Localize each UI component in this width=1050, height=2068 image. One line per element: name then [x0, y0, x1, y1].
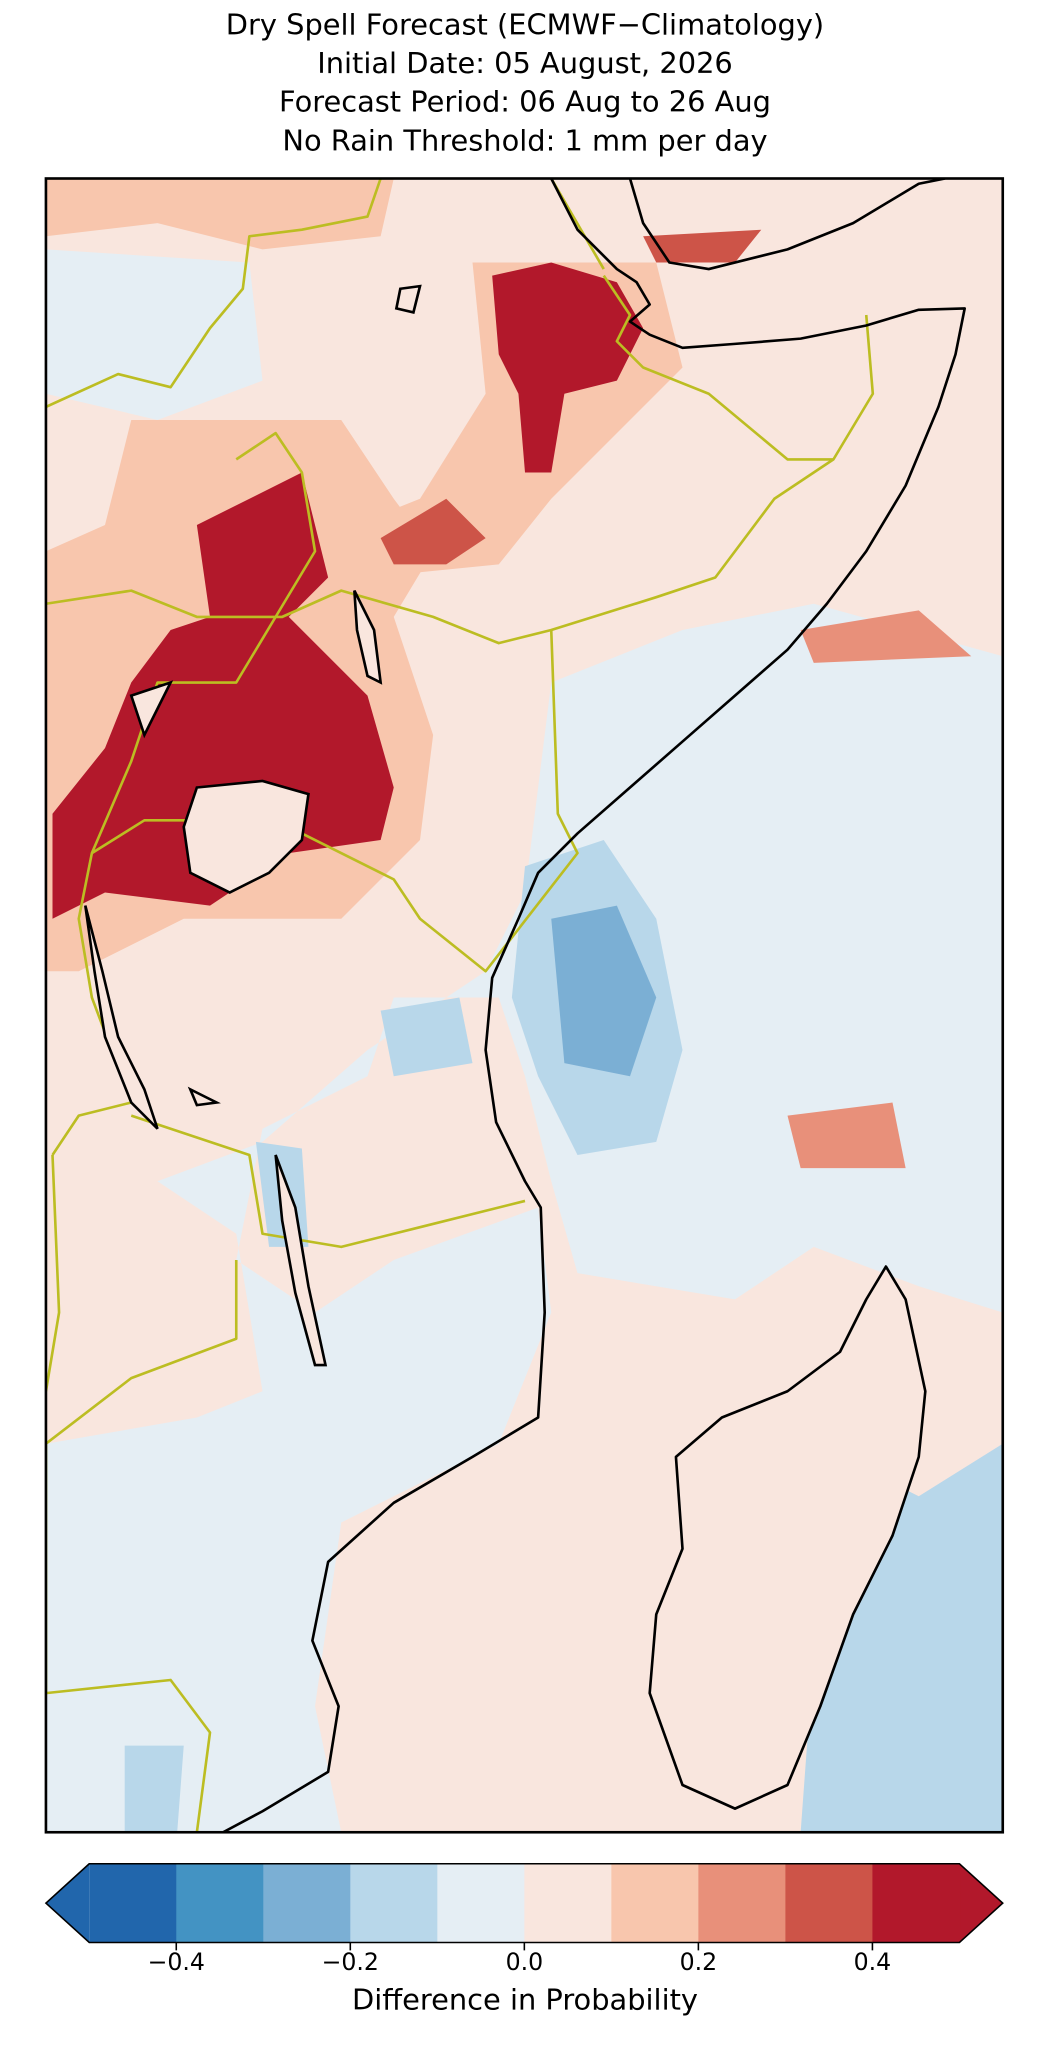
map-frame — [44, 177, 1005, 1834]
coastline — [628, 178, 946, 271]
title-line: Forecast Period: 06 Aug to 26 Aug — [279, 85, 771, 119]
border — [45, 178, 382, 409]
coastline — [648, 1265, 927, 1810]
title-line: Initial Date: 05 August, 2026 — [317, 46, 733, 80]
anomaly-region — [380, 997, 473, 1077]
anomaly-region — [787, 1102, 906, 1169]
colorbar-segment — [785, 1863, 874, 1943]
anomaly-region — [45, 178, 394, 250]
anomaly-region — [492, 262, 644, 473]
colorbar: −0.4 −0.2 0.0 0.2 0.4 Difference in Probabili… — [44, 1862, 1004, 2017]
colorbar-tick-label: 0.4 — [854, 1948, 892, 1976]
anomaly-region — [124, 1745, 184, 1833]
anomaly-region — [643, 229, 762, 263]
colorbar-extend-min — [45, 1863, 90, 1943]
colorbar-outline — [44, 1862, 1004, 1944]
anomaly-region — [45, 603, 1003, 1833]
anomaly-region — [380, 498, 486, 565]
colorbar-segment — [524, 1863, 613, 1943]
colorbar-segment — [263, 1863, 351, 1943]
anomaly-region — [45, 249, 263, 421]
anomaly-region — [800, 610, 972, 663]
colorbar-segment — [176, 1863, 264, 1943]
colorbar-segment — [611, 1863, 700, 1943]
colorbar-tick-label: −0.4 — [148, 1948, 205, 1976]
anomaly-region — [52, 472, 394, 919]
title-line: Dry Spell Forecast (ECMWF−Climatology) — [226, 7, 824, 41]
colorbar-segment — [698, 1863, 787, 1943]
anomaly-region — [649, 1266, 926, 1809]
title-block: Dry Spell Forecast (ECMWF−Climatology) In… — [226, 7, 824, 157]
lake — [187, 1086, 221, 1107]
title-line: No Rain Threshold: 1 mm per day — [282, 123, 767, 157]
colorbar-tick-label: 0.2 — [680, 1948, 718, 1976]
colorbar-segment — [89, 1863, 177, 1943]
lake — [182, 779, 310, 894]
coastline — [222, 178, 966, 1833]
colorbar-segment — [350, 1863, 438, 1943]
lake — [353, 590, 383, 685]
lake — [394, 284, 422, 314]
border — [45, 314, 875, 645]
colorbar-label: Difference in Probability — [352, 1983, 698, 2017]
anomaly-region — [551, 905, 657, 1077]
colorbar-extend-max — [959, 1863, 1003, 1943]
map — [45, 178, 1003, 1833]
colorbar-tick-label: −0.2 — [322, 1948, 379, 1976]
colorbar-tick-label: 0.0 — [506, 1948, 544, 1976]
lake — [84, 905, 159, 1130]
colorbar-segment — [437, 1863, 525, 1943]
lake — [129, 680, 174, 739]
colorbar-segment — [872, 1863, 961, 1943]
lake — [274, 1154, 328, 1367]
